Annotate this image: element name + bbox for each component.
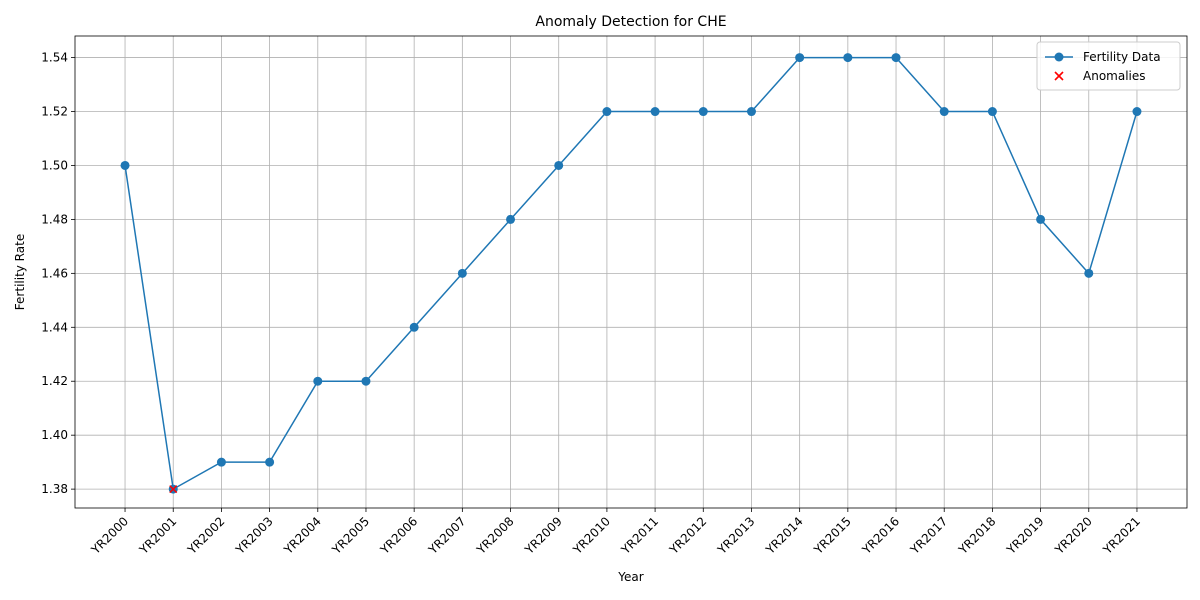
x-tick-label: YR2001 — [136, 514, 179, 557]
data-point — [120, 160, 130, 170]
data-point — [506, 214, 516, 224]
x-tick-label: YR2011 — [618, 514, 661, 557]
x-tick-label: YR2010 — [570, 514, 613, 557]
data-point — [746, 107, 756, 117]
y-tick-label: 1.44 — [41, 320, 68, 334]
legend-entry-anomalies: Anomalies — [1083, 69, 1146, 83]
x-tick-label: YR2002 — [184, 514, 227, 557]
x-tick-label: YR2006 — [377, 514, 420, 557]
x-tick-label: YR2019 — [1003, 514, 1046, 557]
x-tick-label: YR2003 — [232, 514, 275, 557]
x-tick-label: YR2005 — [329, 514, 372, 557]
x-tick-label: YR2015 — [811, 514, 854, 557]
data-point — [457, 268, 467, 278]
y-tick-label: 1.52 — [41, 105, 68, 119]
y-tick-label: 1.50 — [41, 158, 68, 172]
legend-entry-fertility-data: Fertility Data — [1083, 50, 1161, 64]
data-point — [650, 107, 660, 117]
data-point — [1132, 107, 1142, 117]
data-point — [843, 53, 853, 63]
y-tick-label: 1.40 — [41, 428, 68, 442]
y-tick-label: 1.48 — [41, 212, 68, 226]
data-point — [891, 53, 901, 63]
x-axis-label: Year — [617, 570, 643, 584]
data-point — [939, 107, 949, 117]
plot-frame — [74, 35, 1188, 509]
x-tick-label: YR2000 — [88, 514, 131, 557]
legend: Fertility Data Anomalies — [1036, 41, 1181, 91]
x-tick-label: YR2021 — [1100, 514, 1143, 557]
legend-anomaly-marker — [1054, 71, 1064, 81]
data-point — [987, 107, 997, 117]
anomaly-marker-stroke — [169, 485, 178, 494]
x-axis-ticks: YR2000 YR2001 YR2002 YR2003 YR2004 YR2005 YR20… — [88, 508, 1143, 558]
data-point — [265, 457, 275, 467]
y-axis-label: Fertility Rate — [13, 234, 27, 310]
anomaly-marker — [169, 485, 178, 494]
data-point — [361, 376, 371, 386]
x-tick-label: YR2017 — [907, 514, 950, 557]
x-tick-label: YR2016 — [859, 514, 902, 557]
data-point — [409, 322, 419, 332]
x-tick-label: YR2008 — [473, 514, 516, 557]
data-point — [1084, 268, 1094, 278]
chart-title: Anomaly Detection for CHE — [535, 14, 726, 30]
grid — [75, 36, 1187, 508]
x-tick-label: YR2018 — [955, 514, 998, 557]
data-point — [795, 53, 805, 63]
x-tick-label: YR2004 — [281, 514, 324, 557]
y-axis-ticks: 1.38 1.40 1.42 1.44 1.46 1.48 1.50 1.52 1.54 — [41, 51, 75, 496]
x-tick-label: YR2020 — [1052, 514, 1095, 557]
data-point — [698, 107, 708, 117]
x-tick-label: YR2009 — [522, 514, 565, 557]
x-tick-label: YR2007 — [425, 514, 468, 557]
legend-box — [1036, 41, 1181, 91]
series-layer — [120, 53, 1142, 494]
series-line-fertility-data — [124, 56, 1138, 491]
data-point — [1036, 214, 1046, 224]
y-tick-label: 1.38 — [41, 482, 68, 496]
y-tick-label: 1.42 — [41, 374, 68, 388]
legend-marker-swatch — [1054, 52, 1064, 62]
y-tick-label: 1.54 — [41, 51, 68, 65]
data-point — [216, 457, 226, 467]
axes — [74, 35, 1188, 509]
legend-anomaly-stroke — [1054, 71, 1064, 81]
x-tick-label: YR2013 — [714, 514, 757, 557]
x-tick-label: YR2014 — [762, 514, 805, 557]
y-tick-label: 1.46 — [41, 266, 68, 280]
data-point — [602, 107, 612, 117]
data-point — [554, 160, 564, 170]
data-point — [313, 376, 323, 386]
x-tick-label: YR2012 — [666, 514, 709, 557]
